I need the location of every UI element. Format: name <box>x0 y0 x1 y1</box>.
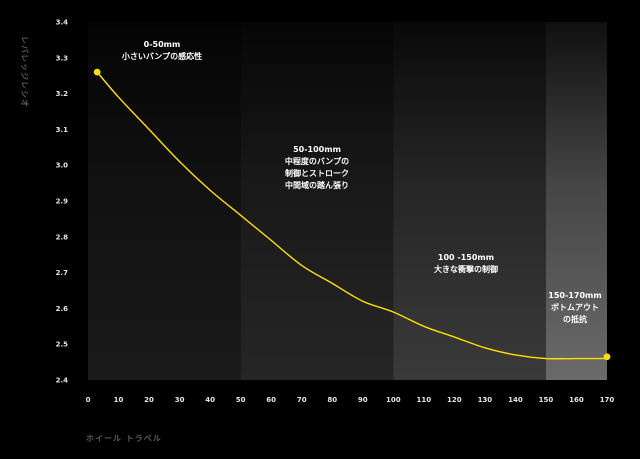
background-fade <box>88 22 607 380</box>
x-tick-label: 170 <box>600 396 615 404</box>
x-tick-label: 100 <box>386 396 401 404</box>
y-axis-label: レバレッジレシオ <box>20 36 29 108</box>
y-tick-label: 3.0 <box>56 162 69 170</box>
y-tick-label: 2.9 <box>56 198 69 206</box>
x-tick-label: 150 <box>539 396 554 404</box>
zone-annotation-line: 50-100mm <box>293 145 341 154</box>
endpoint-markers <box>93 68 611 361</box>
end-point-marker <box>603 353 611 361</box>
y-tick-label: 2.4 <box>56 377 69 385</box>
y-tick-label: 3.4 <box>56 19 69 27</box>
y-axis-ticks: 2.4 2.5 2.6 2.7 2.8 2.9 3.0 3.1 3.2 3.3 3.4 <box>56 19 69 385</box>
x-tick-label: 60 <box>266 396 276 404</box>
x-tick-label: 70 <box>297 396 307 404</box>
zone-annotation-line: 中程度のバンプの <box>285 156 349 166</box>
y-tick-label: 2.8 <box>56 233 69 241</box>
zone-annotation-line: 150-170mm <box>548 291 601 300</box>
x-tick-label: 10 <box>114 396 124 404</box>
series-line <box>96 71 607 360</box>
y-tick-label: 2.6 <box>56 305 69 313</box>
x-axis-label: ホイール トラベル <box>86 434 162 443</box>
zone-annotation-line: 100 -150mm <box>438 253 494 262</box>
zone-annotation-line: ボトムアウト <box>551 302 599 312</box>
zone-annotation-line: 中間域の踏ん張り <box>285 180 349 190</box>
zone-annotation-line: 制御とストローク <box>285 168 349 178</box>
x-tick-label: 120 <box>447 396 462 404</box>
y-tick-label: 2.7 <box>56 269 69 277</box>
y-tick-label: 3.2 <box>56 90 69 98</box>
x-tick-label: 130 <box>478 396 493 404</box>
y-tick-label: 2.5 <box>56 341 69 349</box>
x-tick-label: 40 <box>205 396 215 404</box>
zone-annotation-line: の抵抗 <box>563 314 587 324</box>
x-tick-label: 160 <box>569 396 584 404</box>
x-axis-ticks: 0 10 20 30 40 50 60 70 80 90 100 110 120 130 140 150 160… <box>86 396 615 404</box>
x-tick-label: 80 <box>327 396 337 404</box>
zone-annotations: 0-50mm 小さいバンプの感応性 50-100mm 中程度のバンプの制御とストローク… <box>121 40 602 324</box>
y-tick-label: 3.1 <box>56 126 69 134</box>
y-tick-label: 3.3 <box>56 54 69 62</box>
start-point-marker <box>93 68 101 76</box>
zone-annotation-line: 0-50mm <box>144 40 181 49</box>
x-tick-label: 30 <box>175 396 185 404</box>
zone-annotation-line: 大きな衝撃の制御 <box>434 264 498 274</box>
x-tick-label: 20 <box>144 396 154 404</box>
x-tick-label: 90 <box>358 396 368 404</box>
x-tick-label: 0 <box>86 396 91 404</box>
x-tick-label: 110 <box>417 396 432 404</box>
x-tick-label: 50 <box>236 396 246 404</box>
x-tick-label: 140 <box>508 396 523 404</box>
zone-annotation-line: 小さいバンプの感応性 <box>121 51 202 61</box>
